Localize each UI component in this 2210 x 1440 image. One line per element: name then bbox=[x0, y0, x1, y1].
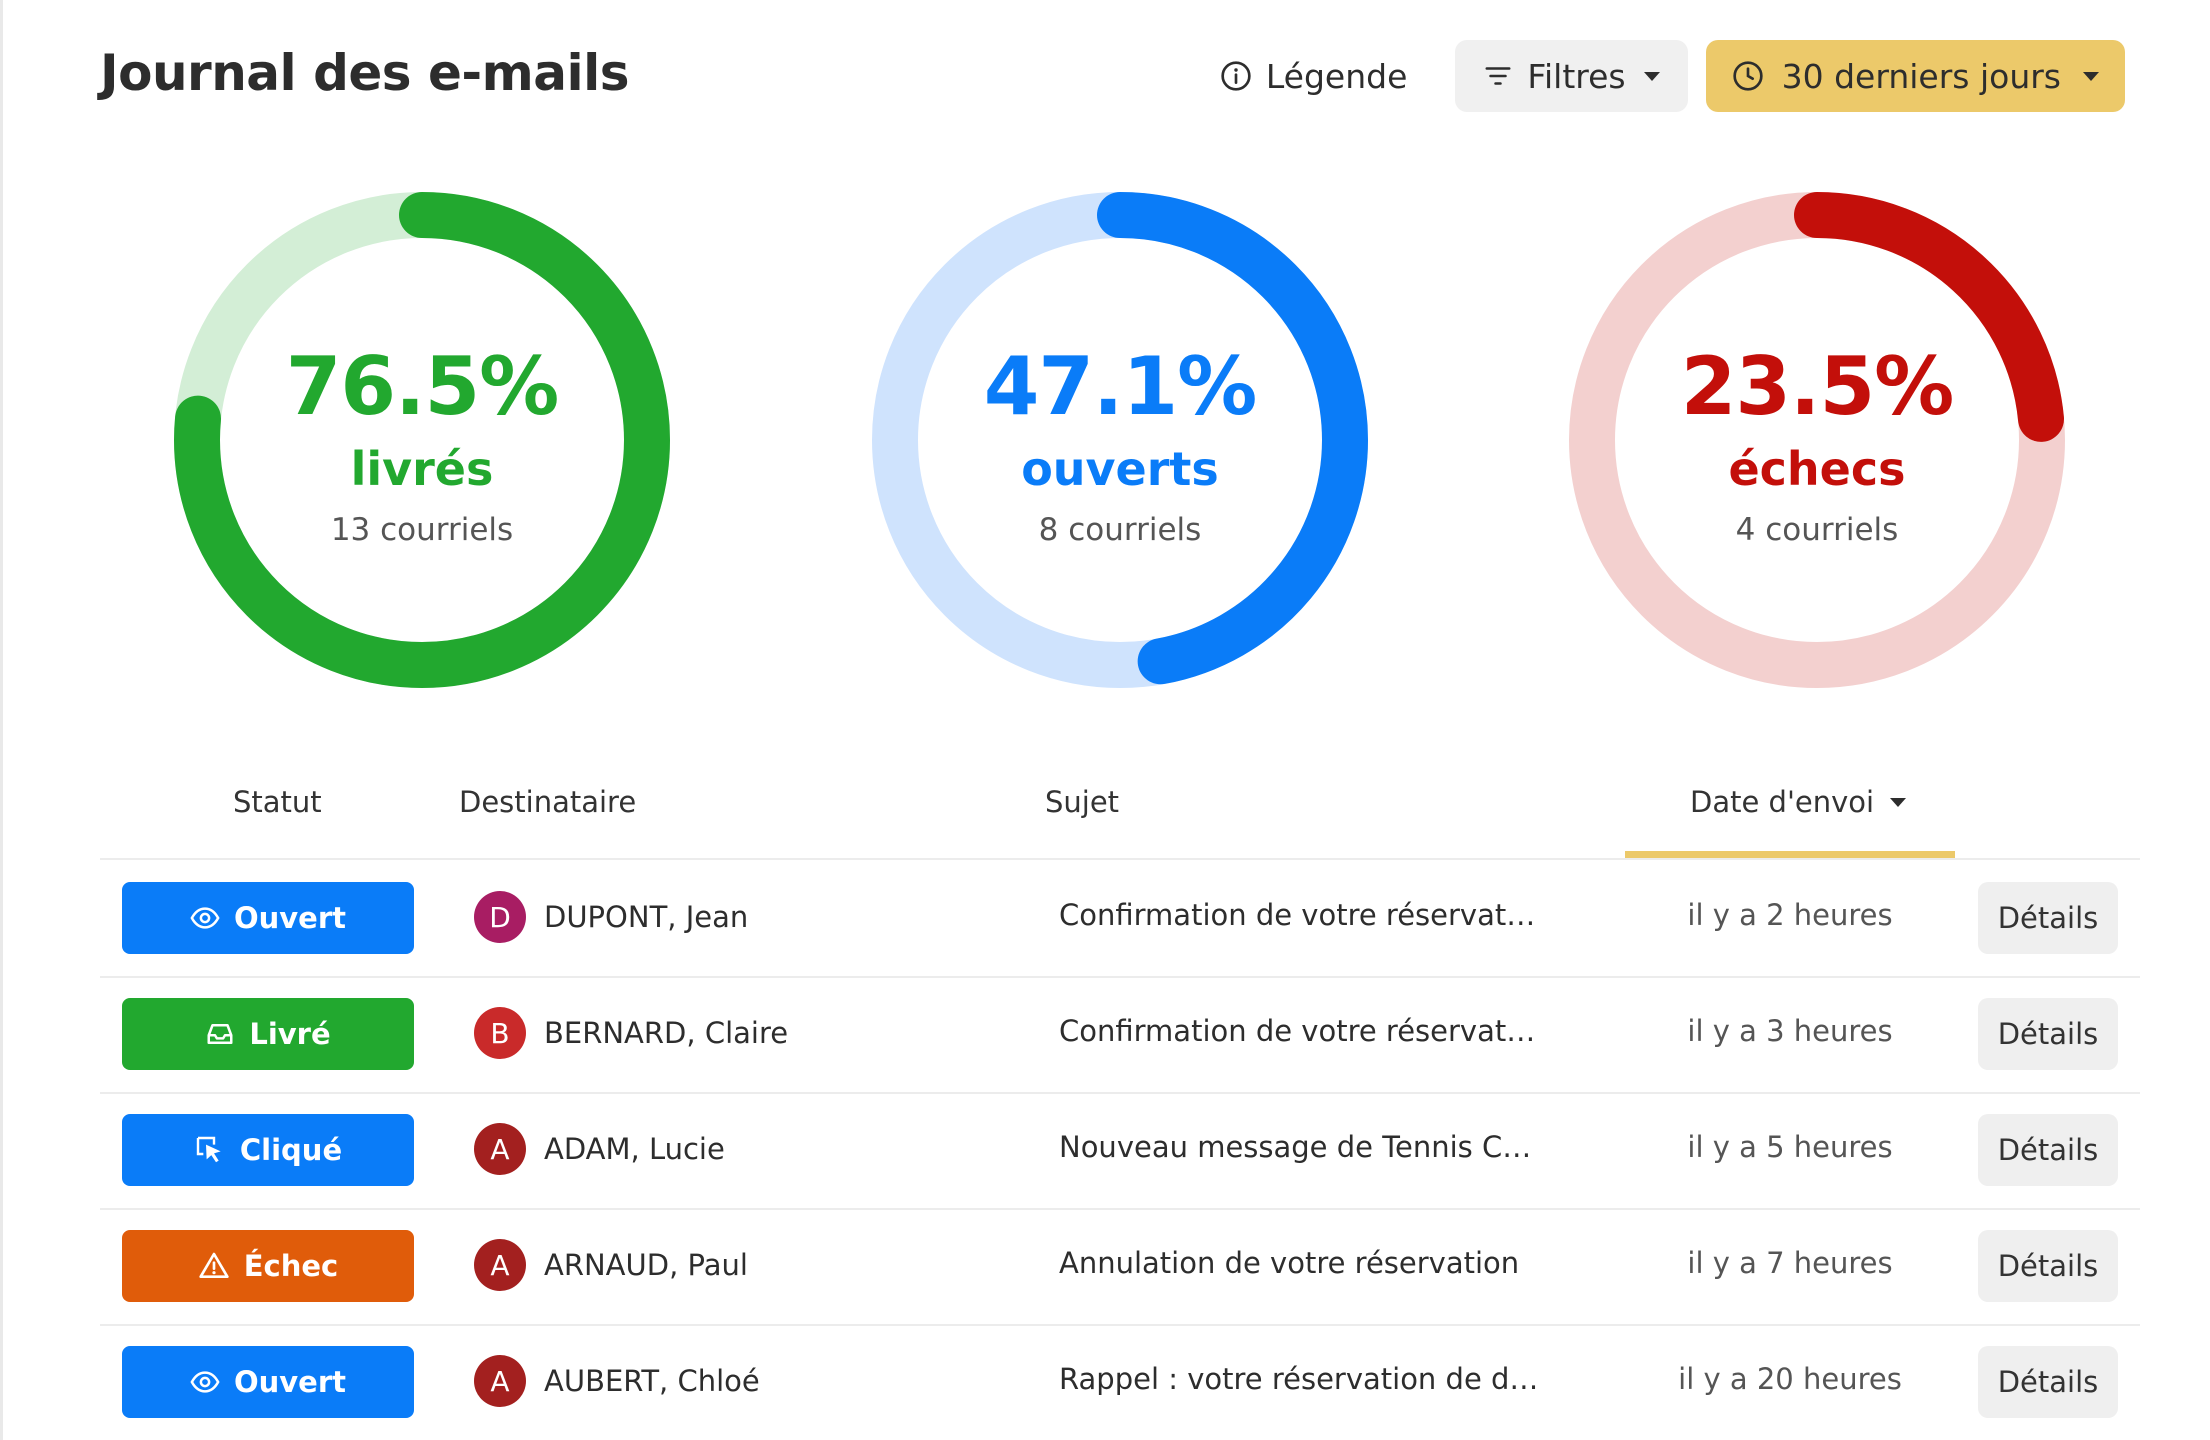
email-subject: Rappel : votre réservation de dem... bbox=[1059, 1362, 1539, 1396]
legend-button[interactable]: Légende bbox=[1190, 40, 1438, 112]
filters-label: Filtres bbox=[1527, 56, 1626, 96]
status-badge[interactable]: Cliqué bbox=[122, 1114, 414, 1186]
failed-donut-chart bbox=[1569, 192, 2065, 688]
details-button[interactable]: Détails bbox=[1978, 1230, 2118, 1302]
email-subject: Confirmation de votre réservation bbox=[1059, 1014, 1539, 1048]
table-row: Ouvert A AUBERT, Chloé Rappel : votre ré… bbox=[100, 1324, 2140, 1440]
row-divider bbox=[100, 858, 2140, 860]
row-divider bbox=[100, 976, 2140, 978]
toolbar: Légende Filtres 30 derniers jours bbox=[1190, 40, 2125, 112]
details-button[interactable]: Détails bbox=[1978, 1346, 2118, 1418]
column-header-recipient[interactable]: Destinataire bbox=[459, 785, 637, 819]
filters-button[interactable]: Filtres bbox=[1455, 40, 1688, 112]
status-badge[interactable]: Livré bbox=[122, 998, 414, 1070]
opened-donut: 47.1% ouverts 8 courriels bbox=[870, 190, 1370, 690]
row-divider bbox=[100, 1324, 2140, 1326]
page-title: Journal des e-mails bbox=[100, 44, 630, 102]
table-row: Livré B BERNARD, Claire Confirmation de … bbox=[100, 976, 2140, 1092]
delivered-count: 13 courriels bbox=[330, 512, 514, 548]
table-row: Cliqué A ADAM, Lucie Nouveau message de … bbox=[100, 1092, 2140, 1208]
opened-percent: 47.1% bbox=[983, 340, 1258, 433]
details-button[interactable]: Détails bbox=[1978, 882, 2118, 954]
period-dropdown[interactable]: 30 derniers jours bbox=[1705, 40, 2125, 112]
details-button[interactable]: Détails bbox=[1978, 1114, 2118, 1186]
column-header-date[interactable]: Date d'envoi bbox=[1690, 785, 1907, 819]
recipient-name: DUPONT, Jean bbox=[544, 900, 749, 934]
avatar: A bbox=[474, 1239, 526, 1291]
status-label: Échec bbox=[243, 1249, 339, 1283]
table-row: Échec A ARNAUD, Paul Annulation de votre… bbox=[100, 1208, 2140, 1324]
row-divider bbox=[100, 1092, 2140, 1094]
sent-date: il y a 2 heures bbox=[1687, 898, 1893, 932]
eye-icon bbox=[190, 1367, 220, 1397]
row-divider bbox=[100, 1208, 2140, 1210]
info-icon bbox=[1221, 61, 1251, 91]
column-header-date-label: Date d'envoi bbox=[1690, 785, 1875, 819]
column-header-status[interactable]: Statut bbox=[233, 785, 322, 819]
email-subject: Annulation de votre réservation bbox=[1059, 1246, 1520, 1280]
details-button[interactable]: Détails bbox=[1978, 998, 2118, 1070]
avatar: B bbox=[474, 1007, 526, 1059]
recipient-name: ARNAUD, Paul bbox=[544, 1248, 748, 1282]
status-badge[interactable]: Échec bbox=[122, 1230, 414, 1302]
sent-date: il y a 20 heures bbox=[1678, 1362, 1902, 1396]
failed-donut: 23.5% échecs 4 courriels bbox=[1567, 190, 2067, 690]
delivered-donut-arc bbox=[174, 192, 670, 688]
failed-percent: 23.5% bbox=[1680, 340, 1955, 433]
opened-donut-chart bbox=[872, 192, 1368, 688]
legend-label: Légende bbox=[1265, 56, 1408, 96]
delivered-donut: 76.5% livrés 13 courriels bbox=[172, 190, 672, 690]
column-header-subject[interactable]: Sujet bbox=[1045, 785, 1120, 819]
avatar: D bbox=[474, 891, 526, 943]
sent-date: il y a 7 heures bbox=[1687, 1246, 1893, 1280]
period-label: 30 derniers jours bbox=[1781, 56, 2061, 96]
recipient-name: AUBERT, Chloé bbox=[544, 1364, 760, 1398]
table-row: Ouvert D DUPONT, Jean Confirmation de vo… bbox=[100, 860, 2140, 976]
recipient-name: BERNARD, Claire bbox=[544, 1016, 789, 1050]
delivered-label: livrés bbox=[350, 442, 494, 496]
failed-label: échecs bbox=[1728, 442, 1906, 496]
email-subject: Nouveau message de Tennis Club ... bbox=[1059, 1130, 1539, 1164]
opened-label: ouverts bbox=[1021, 442, 1219, 496]
avatar: A bbox=[474, 1123, 526, 1175]
table-header: Statut Destinataire Sujet Date d'envoi bbox=[100, 775, 2140, 860]
sent-date: il y a 5 heures bbox=[1687, 1130, 1893, 1164]
delivered-donut-center: 76.5% livrés 13 courriels bbox=[172, 190, 672, 690]
status-label: Cliqué bbox=[239, 1133, 343, 1167]
clock-icon bbox=[1732, 61, 1763, 91]
cursor-click-icon bbox=[194, 1134, 226, 1166]
failed-donut-center: 23.5% échecs 4 courriels bbox=[1567, 190, 2067, 690]
chevron-down-icon bbox=[2083, 71, 2099, 81]
active-sort-indicator bbox=[1625, 851, 1955, 858]
sort-down-icon bbox=[1890, 797, 1907, 807]
warning-icon bbox=[198, 1250, 230, 1282]
delivered-donut-chart bbox=[174, 192, 670, 688]
opened-count: 8 courriels bbox=[1038, 512, 1202, 548]
left-border bbox=[0, 0, 3, 1440]
sent-date: il y a 3 heures bbox=[1687, 1014, 1893, 1048]
failed-donut-arc bbox=[1569, 192, 2065, 688]
failed-count: 4 courriels bbox=[1735, 512, 1899, 548]
inbox-icon bbox=[205, 1019, 235, 1049]
recipient-name: ADAM, Lucie bbox=[544, 1132, 725, 1166]
filter-icon bbox=[1485, 67, 1511, 85]
status-badge[interactable]: Ouvert bbox=[122, 882, 414, 954]
status-badge[interactable]: Ouvert bbox=[122, 1346, 414, 1418]
status-label: Livré bbox=[249, 1017, 331, 1051]
status-label: Ouvert bbox=[233, 1365, 347, 1399]
avatar: A bbox=[474, 1355, 526, 1407]
chevron-down-icon bbox=[1643, 71, 1660, 81]
email-subject: Confirmation de votre réservation bbox=[1059, 898, 1539, 932]
eye-icon bbox=[190, 903, 220, 933]
opened-donut-arc bbox=[872, 192, 1368, 688]
status-label: Ouvert bbox=[233, 901, 347, 935]
delivered-percent: 76.5% bbox=[285, 340, 560, 433]
opened-donut-center: 47.1% ouverts 8 courriels bbox=[870, 190, 1370, 690]
